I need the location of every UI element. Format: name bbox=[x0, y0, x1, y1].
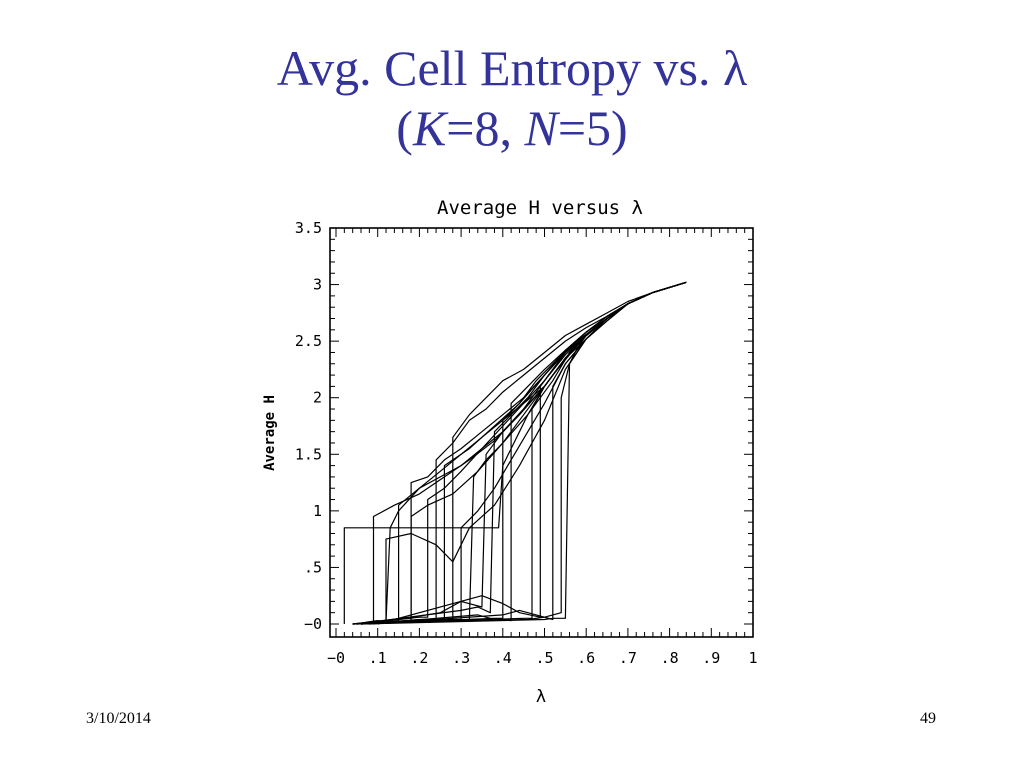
axis-tick-labels: −0 .1 .2 .3 .4 .5 .6 .7 .8 .9 1 −0 .5 1 1.5 2 2.5 3 3.5 bbox=[295, 219, 758, 667]
slide-page-number: 49 bbox=[920, 710, 936, 727]
series-line bbox=[352, 281, 687, 625]
series-line bbox=[360, 281, 687, 625]
series-line bbox=[352, 281, 687, 625]
series-line bbox=[360, 281, 687, 625]
title-n-variable: N bbox=[524, 100, 558, 156]
series-line bbox=[360, 281, 687, 625]
x-tick-label: .4 bbox=[494, 649, 512, 667]
series-line bbox=[356, 281, 687, 625]
y-tick-label: 2 bbox=[313, 389, 322, 407]
x-tick-label: .5 bbox=[535, 649, 553, 667]
plot-frame bbox=[329, 227, 754, 638]
series-line bbox=[369, 281, 687, 625]
entropy-chart: Average H versus λ −0 .1 .2 .3 .4 .5 .6 .7 .8 .9 1… bbox=[262, 197, 758, 707]
x-tick-label: −0 bbox=[327, 649, 345, 667]
series-line bbox=[360, 281, 687, 625]
y-tick-label: .5 bbox=[304, 558, 322, 576]
series-line bbox=[356, 281, 687, 625]
x-axis-label: λ bbox=[536, 687, 546, 707]
series-line bbox=[356, 281, 687, 625]
series-line bbox=[352, 281, 687, 625]
series-line bbox=[352, 281, 687, 625]
slide-date: 3/10/2014 bbox=[86, 710, 151, 727]
series-line bbox=[356, 281, 687, 625]
y-tick-label: 3 bbox=[313, 276, 322, 294]
x-tick-label: .9 bbox=[702, 649, 720, 667]
series-line bbox=[369, 281, 687, 625]
chart-title: Average H versus λ bbox=[437, 197, 643, 219]
x-tick-label: .1 bbox=[369, 649, 387, 667]
y-axis-label: Average H bbox=[262, 395, 278, 471]
y-tick-label: 3.5 bbox=[295, 219, 322, 237]
y-tick-label: 2.5 bbox=[295, 332, 322, 350]
x-tick-label: .7 bbox=[619, 649, 637, 667]
series-lines bbox=[343, 281, 687, 625]
x-tick-label: .6 bbox=[577, 649, 595, 667]
y-tick-label: 1 bbox=[313, 502, 322, 520]
x-tick-label: .2 bbox=[410, 649, 428, 667]
x-tick-label: 1 bbox=[748, 649, 757, 667]
x-tick-label: .8 bbox=[661, 649, 679, 667]
x-tick-label: .3 bbox=[452, 649, 470, 667]
series-line bbox=[369, 281, 687, 625]
slide-title-line2: (K=8, N=5) bbox=[0, 98, 1024, 158]
y-tick-label: −0 bbox=[304, 615, 322, 633]
series-line bbox=[352, 281, 687, 625]
series-line bbox=[352, 281, 687, 625]
title-n-equals: =5) bbox=[557, 100, 628, 156]
title-k-variable: K bbox=[412, 100, 447, 156]
slide-title-line1: Avg. Cell Entropy vs. λ bbox=[276, 40, 748, 96]
slide-title: Avg. Cell Entropy vs. λ (K=8, N=5) bbox=[0, 38, 1024, 158]
title-k-equals: =8, bbox=[446, 100, 525, 156]
y-tick-label: 1.5 bbox=[295, 445, 322, 463]
series-line bbox=[352, 281, 687, 625]
series-line bbox=[360, 281, 687, 625]
title-open-paren: ( bbox=[396, 100, 413, 156]
axis-ticks bbox=[330, 227, 754, 637]
series-line bbox=[356, 281, 687, 625]
